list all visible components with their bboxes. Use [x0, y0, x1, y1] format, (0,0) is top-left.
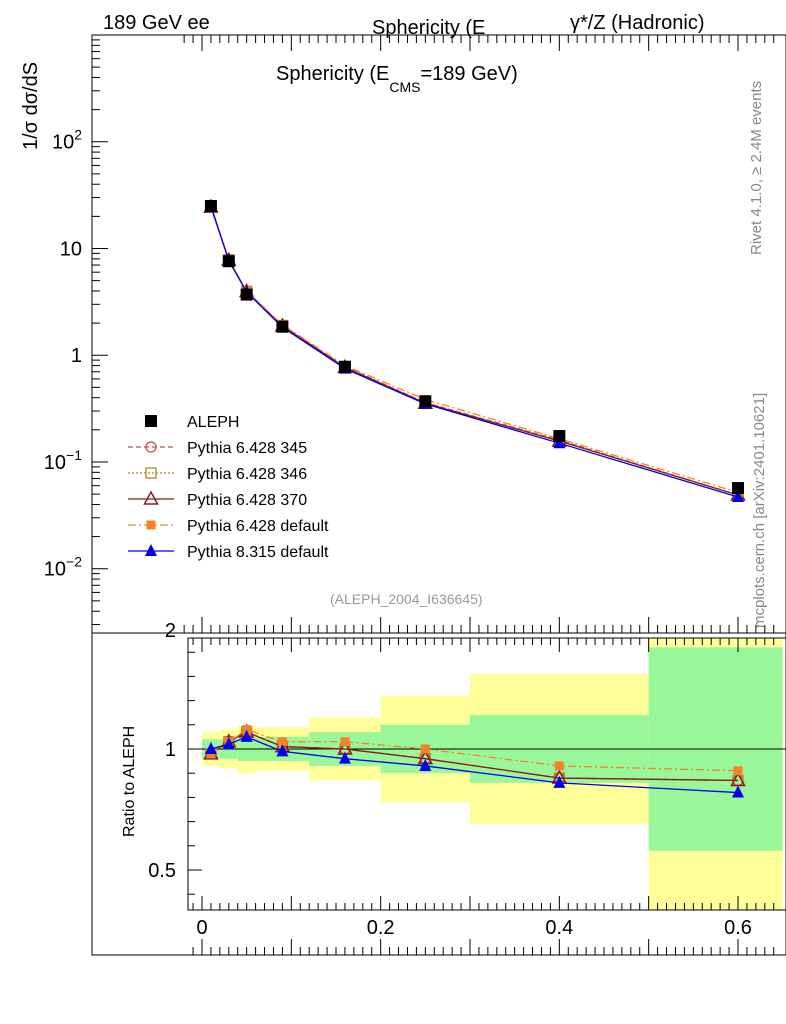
ratio-point: [277, 737, 287, 747]
main-series-group: [203, 198, 746, 502]
main-title-main: Sphericity (E: [276, 63, 389, 85]
ratio-y-axis-label: Ratio to ALEPH: [121, 726, 138, 837]
ratio-y-tick-labels: 0.5 1 2: [148, 620, 176, 882]
ratio-point: [553, 775, 566, 788]
ratio-y-tick-label: 1: [165, 739, 176, 761]
ratio-point: [730, 771, 746, 787]
series-line: [210, 206, 739, 493]
y-tick-exponent: 2: [74, 127, 82, 143]
ratio-line: [210, 728, 739, 772]
data-point: [338, 360, 351, 373]
main-y-tick-label: 1: [71, 345, 82, 367]
ratio-outer-frame: [91, 632, 786, 956]
data-point: [419, 395, 432, 408]
ratio-point: [732, 785, 744, 798]
ratio-ticks: [188, 638, 775, 955]
main-y-tick-label: 10: [60, 238, 82, 260]
ratio-point: [276, 744, 289, 757]
header-left: 189 GeV ee: [103, 12, 210, 34]
main-series-aleph: [204, 200, 744, 495]
ratio-point: [419, 758, 432, 771]
legend-item-p8def: Pythia 8.315 default: [128, 544, 329, 561]
ratio-point: [338, 751, 351, 764]
data-point: [276, 320, 289, 333]
ratio-point: [242, 725, 252, 735]
legend-item-p345: Pythia 6.428 345: [128, 440, 307, 457]
y-tick-base: 10: [44, 452, 66, 474]
analysis-watermark: (ALEPH_2004_I636645): [330, 591, 483, 607]
ratio-point: [420, 744, 430, 754]
legend-marker: [143, 490, 159, 505]
y-tick-base: 10: [52, 132, 74, 154]
ratio-x-tick-label: 0.6: [724, 917, 752, 939]
y-tick-base: 10: [60, 238, 82, 260]
header-right: γ*/Z (Hadronic): [570, 12, 704, 34]
main-title-tail: =189 GeV): [421, 63, 518, 85]
rivet-label: Rivet 4.1.0, ≥ 2.4M events: [748, 81, 765, 255]
main-y-tick-label: 10−2: [44, 554, 82, 581]
main-title-sub: CMS: [389, 79, 420, 95]
legend-label: Pythia 6.428 345: [187, 440, 307, 457]
data-point: [204, 200, 217, 213]
data-point: [732, 489, 744, 502]
ratio-x-tick-label: 0.2: [367, 917, 395, 939]
header-center: Sphericity (E: [372, 17, 485, 39]
main-title: Sphericity (ECMS=189 GeV): [276, 63, 518, 95]
main-y-tick-label: 102: [52, 127, 82, 154]
legend-label: Pythia 6.428 370: [187, 492, 307, 509]
legend-item-aleph: ALEPH: [145, 414, 239, 431]
legend-label: Pythia 8.315 default: [187, 544, 329, 561]
legend-label: ALEPH: [187, 414, 239, 431]
ratio-point: [554, 761, 564, 771]
ratio-x-tick-label: 0.4: [545, 917, 573, 939]
data-point: [240, 288, 253, 301]
y-tick-base: 1: [71, 345, 82, 367]
ratio-series-group: [203, 723, 746, 798]
ratio-point: [733, 766, 743, 776]
main-y-tick-label: 10−1: [44, 447, 82, 474]
legend: ALEPH Pythia 6.428 345 Pythia 6.428 346 Pyt…: [128, 414, 329, 561]
ratio-line: [210, 736, 739, 794]
legend-marker: [145, 467, 157, 479]
ratio-x-tick-label: 0: [196, 917, 207, 939]
legend-marker: [145, 415, 157, 427]
legend-marker: [145, 544, 157, 556]
y-tick-exponent: −1: [66, 447, 82, 463]
ratio-point: [340, 737, 350, 747]
legend-label: Pythia 6.428 346: [187, 466, 307, 483]
data-point: [732, 482, 744, 495]
data-point: [553, 436, 566, 449]
ratio-point: [204, 742, 217, 754]
ratio-point: [222, 737, 235, 750]
legend-marker: [145, 441, 157, 453]
data-point: [553, 430, 566, 443]
main-y-axis-label: 1/σ dσ/dS: [20, 62, 42, 150]
ratio-point: [240, 729, 253, 742]
legend-marker: [146, 520, 156, 530]
legend-item-p346: Pythia 6.428 346: [128, 466, 307, 483]
ratio-x-tick-labels: 0 0.2 0.4 0.6: [196, 917, 751, 939]
ratio-plot-frame: [187, 637, 786, 911]
main-y-ticks: [92, 35, 775, 633]
ratio-y-tick-label: 2: [165, 620, 176, 642]
y-tick-base: 10: [44, 559, 66, 581]
data-point: [222, 255, 235, 268]
legend-item-p370: Pythia 6.428 370: [128, 490, 307, 509]
ratio-plot-panel: 0.5 1 2 0 0.2 0.4 0.6 Ratio to ALEPH: [91, 620, 786, 956]
ratio-y-tick-label: 0.5: [148, 860, 176, 882]
y-tick-exponent: −2: [66, 554, 82, 570]
ratio-series-p8def: [204, 729, 744, 798]
mcplots-label: mcplots.cern.ch [arXiv:2401.10621]: [751, 393, 768, 628]
legend-label: Pythia 6.428 default: [187, 518, 329, 535]
legend-item-p6def: Pythia 6.428 default: [128, 518, 329, 535]
